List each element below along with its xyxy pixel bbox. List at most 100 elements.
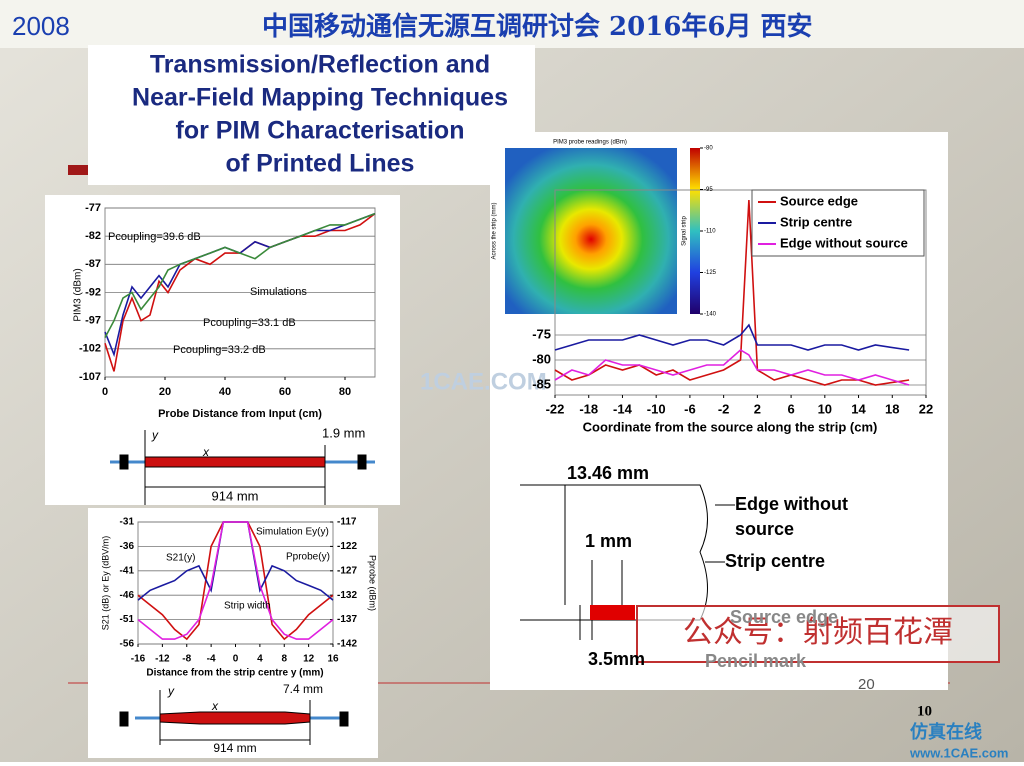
y2-tick-label: -122	[337, 541, 357, 552]
x-tick-label: -4	[207, 654, 216, 665]
x-tick-label: 40	[219, 386, 231, 398]
x-tick-label: -18	[579, 401, 598, 416]
plot-area	[554, 189, 927, 396]
y2-tick-label: -142	[337, 639, 357, 650]
title-box	[88, 45, 535, 185]
x-tick-label: -16	[131, 654, 146, 665]
x-tick-label: -10	[647, 401, 666, 416]
y-tick-label: -46	[120, 590, 135, 601]
y-tick-label: -36	[120, 541, 135, 552]
watermark-box	[636, 605, 1000, 663]
x-tick-label: 0	[233, 654, 239, 665]
strip-diagram	[119, 690, 349, 745]
header-band	[0, 0, 1024, 48]
annotation: Strip width	[224, 601, 271, 612]
y-tick-label: -102	[79, 343, 101, 355]
series-line	[554, 349, 910, 386]
dimension: 3.5mm	[588, 649, 645, 669]
x-axis-label: Coordinate from the source along the str…	[583, 419, 878, 434]
y-tick-label: -87	[85, 258, 101, 270]
axis-letter: y	[167, 684, 175, 698]
y-tick-label: -80	[532, 351, 551, 366]
x-tick-label: 0	[102, 386, 108, 398]
y-tick-label: -82	[85, 230, 101, 242]
annotation: S21(y)	[166, 553, 195, 564]
heatmap-ylabel: Across the strip (mm)	[492, 202, 498, 259]
watermark: 公众号：射频百花潭	[683, 615, 953, 650]
annotation: Pcoupling=39.6 dB	[108, 231, 201, 243]
colorbar-tick-label: -80	[704, 146, 713, 152]
y-tick-label: -75	[532, 326, 551, 341]
dimension: 13.46 mm	[567, 463, 649, 483]
x-tick-label: 60	[279, 386, 291, 398]
year: 2008	[12, 11, 70, 41]
heatmap	[505, 148, 677, 314]
diagram-label: Source edge	[730, 607, 838, 627]
x-tick-label: 10	[818, 401, 832, 416]
diagram-label: Strip centre	[725, 551, 825, 571]
y2-axis-label: Pprobe (dBm)	[368, 555, 378, 611]
dimension: 1.9 mm	[322, 425, 365, 440]
y2-tick-label: -127	[337, 565, 357, 576]
dimension: 914 mm	[213, 741, 256, 755]
x-axis-label: Distance from the strip centre y (mm)	[146, 668, 323, 679]
colorbar-tick-label: -140	[704, 312, 717, 318]
y2-tick-label: -132	[337, 590, 357, 601]
x-tick-label: 14	[851, 401, 866, 416]
x-tick-label: 22	[919, 401, 933, 416]
y2-tick-label: -117	[337, 517, 357, 528]
axis-letter: y	[151, 428, 159, 442]
y-tick-label: -56	[120, 639, 135, 650]
y-tick-label: -31	[120, 517, 135, 528]
site-name: 仿真在线	[910, 721, 982, 743]
diagram-label: source	[735, 519, 794, 539]
y-axis-label: S21 (dB) or Ey (dBV/m)	[100, 536, 110, 631]
series-line	[137, 521, 334, 640]
y2-tick-label: -137	[337, 614, 357, 625]
series-line	[554, 199, 910, 386]
y-axis-label: PIM3 (dBm)	[73, 268, 84, 321]
colorbar-tick-label: -95	[704, 187, 713, 193]
x-tick-label: 20	[159, 386, 171, 398]
colorbar-label: Signal strip	[682, 216, 688, 246]
bullet	[68, 165, 88, 175]
slide-title: for PIM Characterisation	[176, 117, 465, 145]
series-line	[104, 212, 376, 338]
x-tick-label: 12	[303, 654, 315, 665]
axis-letter: x	[211, 699, 219, 713]
x-tick-label: -6	[684, 401, 696, 416]
slide-title: Near-Field Mapping Techniques	[132, 84, 508, 112]
y-tick-label: -41	[120, 565, 135, 576]
y-tick-label: -97	[85, 315, 101, 327]
x-axis-label: Probe Distance from Input (cm)	[158, 408, 322, 420]
legend-label: Strip centre	[780, 214, 852, 229]
x-tick-label: 4	[257, 654, 263, 665]
heatmap-title: PIM3 probe readings (dBm)	[553, 140, 627, 146]
diagram-label: Edge without	[735, 494, 848, 514]
x-tick-label: 2	[754, 401, 761, 416]
x-tick-label: -2	[718, 401, 730, 416]
strip-diagram	[110, 430, 375, 505]
x-tick-label: 8	[281, 654, 287, 665]
dimension: 1 mm	[585, 531, 632, 551]
legend-box	[751, 189, 925, 257]
y-tick-label: -77	[85, 202, 101, 214]
y-tick-label: -107	[79, 371, 101, 383]
dimension: 914 mm	[212, 488, 259, 503]
x-tick-label: 80	[339, 386, 351, 398]
series-line	[554, 323, 910, 351]
y-tick-label: -51	[120, 614, 135, 625]
legend-label: Edge without source	[780, 235, 908, 250]
annotation: Pcoupling=33.1 dB	[203, 317, 296, 329]
x-tick-label: -22	[546, 401, 565, 416]
panel	[45, 195, 400, 505]
annotation: Simulations	[250, 286, 307, 298]
legend-label: Source edge	[780, 193, 858, 208]
y-tick-label: -92	[85, 286, 101, 298]
page-number: 10	[917, 703, 932, 719]
x-tick-label: -12	[155, 654, 170, 665]
colorbar	[690, 148, 700, 314]
x-tick-label: -14	[613, 401, 633, 416]
